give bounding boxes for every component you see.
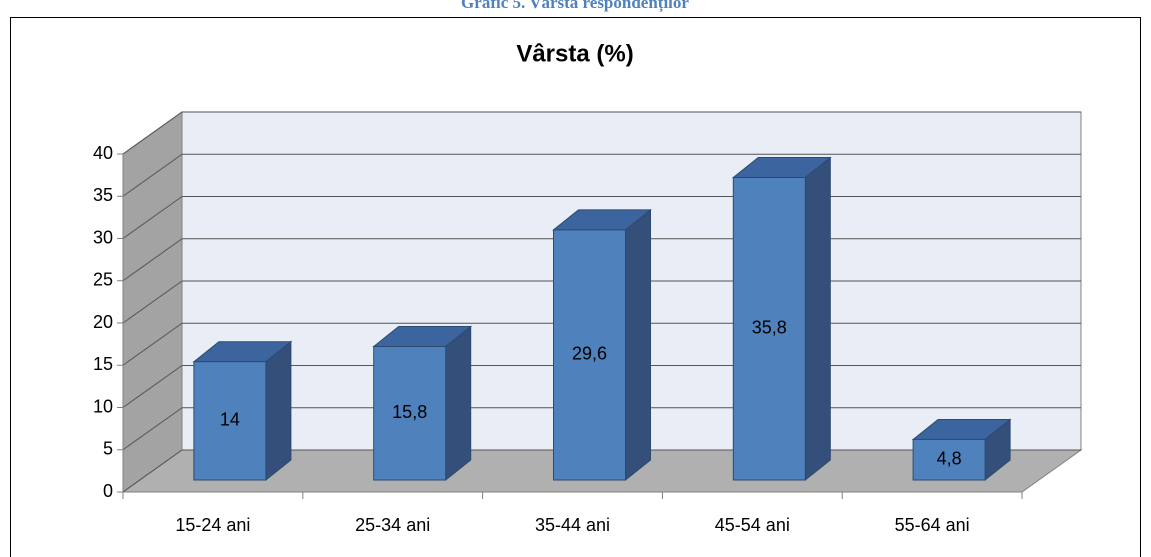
grid-line — [122, 153, 183, 197]
bar — [553, 229, 626, 481]
grid-line — [122, 280, 183, 324]
bar — [912, 438, 986, 481]
bar-side — [445, 325, 472, 482]
grid-line — [122, 238, 183, 282]
grid-line — [122, 365, 183, 408]
bar — [193, 361, 267, 481]
bar — [373, 345, 447, 481]
caption: Grafic 5. Vârsta respondenților — [461, 0, 689, 13]
y-tick-label: 35 — [93, 185, 113, 205]
y-tick-label: 5 — [103, 439, 113, 459]
data-label: 35,8 — [752, 317, 787, 337]
x-tick-label: 25-34 ani — [355, 515, 430, 535]
bar — [732, 176, 806, 481]
y-tick-label: 30 — [93, 227, 113, 247]
bar-side — [804, 156, 831, 482]
data-label: 15,8 — [392, 402, 427, 422]
grid-line — [122, 111, 183, 155]
data-label: 4,8 — [937, 448, 962, 468]
grid-line — [122, 407, 183, 451]
x-tick-label: 55-64 ani — [895, 515, 970, 535]
y-tick-label: 0 — [103, 481, 113, 501]
bar-side — [265, 340, 292, 482]
x-tick-label: 45-54 ani — [715, 515, 790, 535]
x-tick-label: 15-24 ani — [175, 515, 250, 535]
y-tick-label: 40 — [93, 143, 113, 163]
data-label: 29,6 — [572, 344, 607, 364]
grid-line — [122, 322, 183, 366]
y-tick-label: 10 — [93, 396, 113, 416]
grid-line — [122, 449, 183, 493]
grid-line — [122, 196, 183, 239]
y-tick-label: 15 — [93, 354, 113, 374]
y-tick-label: 20 — [93, 312, 113, 332]
bar-side — [625, 208, 651, 482]
chart-title: Vârsta (%) — [516, 40, 633, 67]
data-label: 14 — [220, 410, 240, 430]
x-tick-label: 35-44 ani — [535, 515, 610, 535]
y-tick-label: 25 — [93, 270, 113, 290]
